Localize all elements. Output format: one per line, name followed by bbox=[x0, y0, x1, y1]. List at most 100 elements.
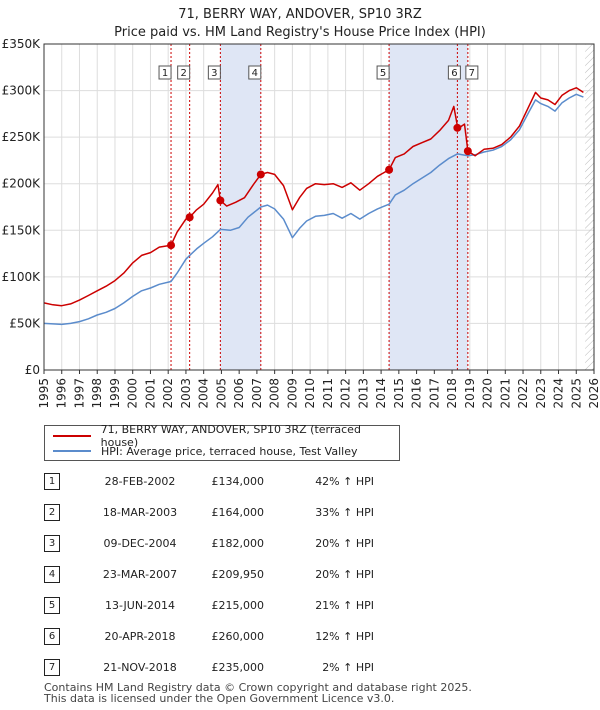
x-tick-label: 2001 bbox=[143, 378, 157, 409]
sale-number: 1 bbox=[44, 473, 60, 490]
x-tick-label: 2013 bbox=[356, 378, 370, 409]
sale-hpi-change: 42% ↑ HPI bbox=[315, 475, 374, 488]
chart-title: 71, BERRY WAY, ANDOVER, SP10 3RZ Price p… bbox=[0, 6, 600, 42]
sale-point bbox=[463, 147, 472, 156]
sale-number: 7 bbox=[44, 659, 60, 676]
x-tick-label: 2025 bbox=[569, 378, 583, 409]
x-tick-label: 2003 bbox=[179, 378, 193, 409]
x-tick-label: 2009 bbox=[285, 378, 299, 409]
y-tick-label: £250K bbox=[2, 130, 42, 144]
sale-date: 28-FEB-2002 bbox=[104, 475, 176, 488]
title-line-2: Price paid vs. HM Land Registry's House … bbox=[114, 25, 486, 40]
sale-marker-label: 3 bbox=[211, 68, 217, 79]
x-tick-label: 1996 bbox=[55, 378, 69, 409]
sale-point bbox=[185, 213, 194, 222]
sale-price: £260,000 bbox=[211, 630, 265, 643]
sale-price: £235,000 bbox=[211, 661, 265, 674]
sale-marker-label: 4 bbox=[252, 68, 258, 79]
x-tick-label: 2026 bbox=[587, 378, 600, 409]
sale-date: 21-NOV-2018 bbox=[103, 661, 177, 674]
sale-marker-label: 7 bbox=[469, 68, 475, 79]
x-tick-label: 2007 bbox=[250, 378, 264, 409]
sale-point bbox=[385, 165, 394, 174]
x-tick-label: 2004 bbox=[197, 378, 211, 409]
y-tick-label: £0 bbox=[25, 363, 40, 377]
sale-marker-box bbox=[207, 65, 221, 80]
x-tick-label: 1998 bbox=[90, 378, 104, 409]
table-row: 2 18-MAR-2003 £164,000 33% ↑ HPI bbox=[44, 501, 584, 523]
x-tick-label: 2015 bbox=[392, 378, 406, 409]
x-tick-label: 2020 bbox=[481, 378, 495, 409]
plot-background bbox=[44, 44, 594, 370]
legend-swatch-property bbox=[53, 435, 91, 437]
sale-number: 4 bbox=[44, 566, 60, 583]
sale-marker-labels: 1 2 3 4 5 6 7 bbox=[158, 65, 479, 80]
sale-marker-box bbox=[447, 65, 461, 80]
legend-label-property: 71, BERRY WAY, ANDOVER, SP10 3RZ (terrac… bbox=[100, 423, 361, 449]
x-tick-label: 2006 bbox=[232, 378, 246, 409]
sale-hpi-change: 20% ↑ HPI bbox=[315, 537, 374, 550]
sale-hpi-change: 12% ↑ HPI bbox=[315, 630, 374, 643]
x-tick-label: 1995 bbox=[37, 378, 51, 409]
footer: Contains HM Land Registry data © Crown c… bbox=[44, 682, 472, 704]
x-tick-label: 2017 bbox=[427, 378, 441, 409]
sale-number: 5 bbox=[44, 597, 60, 614]
table-row: 7 21-NOV-2018 £235,000 2% ↑ HPI bbox=[44, 656, 584, 678]
legend-swatch-hpi bbox=[53, 450, 91, 452]
shaded-range bbox=[389, 44, 468, 370]
sale-hpi-change: 2% ↑ HPI bbox=[322, 661, 374, 674]
property-price-line bbox=[43, 87, 584, 307]
legend-label-hpi: HPI: Average price, terraced house, Test… bbox=[101, 444, 358, 458]
sale-marker-label: 5 bbox=[380, 68, 386, 79]
x-tick-label: 2010 bbox=[303, 378, 317, 409]
sale-marker-box bbox=[248, 65, 262, 80]
legend-item-hpi: HPI: Average price, terraced house, Test… bbox=[53, 444, 357, 458]
plot-frame bbox=[43, 43, 595, 371]
x-tick-label: 2019 bbox=[463, 378, 477, 409]
sale-price: £134,000 bbox=[211, 475, 265, 488]
sale-date: 20-APR-2018 bbox=[104, 630, 176, 643]
x-tick-label: 2016 bbox=[410, 378, 424, 409]
x-tick-label: 2021 bbox=[498, 378, 512, 409]
sale-hpi-change: 33% ↑ HPI bbox=[315, 506, 374, 519]
y-tick-label: £300K bbox=[2, 84, 42, 98]
y-tick-label: £350K bbox=[2, 37, 42, 51]
sale-marker-label: 6 bbox=[451, 68, 457, 79]
sale-date: 18-MAR-2003 bbox=[102, 506, 178, 519]
footer-line-1: Contains HM Land Registry data © Crown c… bbox=[44, 681, 472, 694]
sale-price: £209,950 bbox=[211, 568, 265, 581]
plot-area bbox=[44, 44, 594, 370]
y-tick-label: £100K bbox=[2, 270, 42, 284]
x-tick-label: 2018 bbox=[445, 378, 459, 409]
y-tick-label: £200K bbox=[2, 177, 42, 191]
sale-hpi-change: 20% ↑ HPI bbox=[315, 568, 374, 581]
sale-marker-box bbox=[376, 65, 390, 80]
sale-point bbox=[256, 170, 265, 179]
x-tick-label: 2008 bbox=[268, 378, 282, 409]
sale-price: £215,000 bbox=[211, 599, 265, 612]
series-lines bbox=[43, 87, 584, 326]
sale-marker-label: 2 bbox=[180, 68, 186, 79]
x-tick-label: 2005 bbox=[214, 378, 228, 409]
sale-point bbox=[216, 196, 225, 205]
x-tick-label: 1999 bbox=[108, 378, 122, 409]
sale-marker-box bbox=[158, 65, 172, 80]
shaded-range bbox=[220, 44, 261, 370]
sale-marker-box bbox=[465, 65, 479, 80]
sale-number: 2 bbox=[44, 504, 60, 521]
x-tick-label: 2023 bbox=[534, 378, 548, 409]
sale-date: 13-JUN-2014 bbox=[104, 599, 176, 612]
table-row: 6 20-APR-2018 £260,000 12% ↑ HPI bbox=[44, 625, 584, 647]
sale-date: 09-DEC-2004 bbox=[103, 537, 177, 550]
x-tick-label: 2022 bbox=[516, 378, 530, 409]
y-tick-label: £150K bbox=[2, 223, 42, 237]
forecast-hatch bbox=[585, 44, 594, 370]
x-tick-label: 2002 bbox=[161, 378, 175, 409]
sale-point bbox=[453, 123, 462, 132]
sale-marker-box bbox=[177, 65, 191, 80]
sale-number: 6 bbox=[44, 628, 60, 645]
footer-line-2: This data is licensed under the Open Gov… bbox=[44, 692, 395, 705]
table-row: 3 09-DEC-2004 £182,000 20% ↑ HPI bbox=[44, 532, 584, 554]
x-axis: 1995 1996 1997 1998 1999 2000 2001 2002 2003 2004… bbox=[37, 370, 600, 409]
